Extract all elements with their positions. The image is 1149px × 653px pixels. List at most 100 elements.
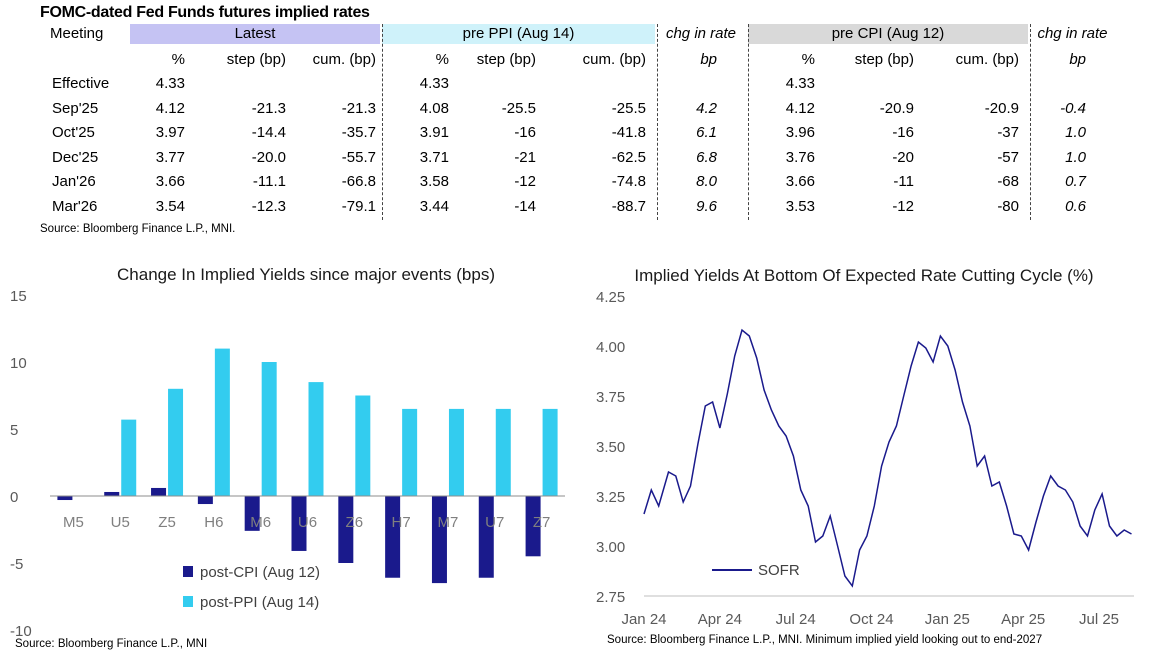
table-cell: -16	[892, 124, 914, 141]
column-header: cum. (bp)	[955, 51, 1019, 68]
table-cell: -57	[997, 148, 1019, 166]
chart-title: Change In Implied Yields since major eve…	[117, 265, 495, 284]
table-cell: 4.12	[785, 99, 815, 117]
chart-source: Source: Bloomberg Finance L.P., MNI	[15, 638, 207, 650]
x-tick-label: U6	[298, 514, 317, 531]
table-cell: -12	[892, 197, 914, 215]
y-tick-label: 4.00	[596, 339, 625, 356]
column-header: step (bp)	[854, 51, 914, 68]
table-cell: -11	[893, 173, 914, 190]
line-chart: Implied Yields At Bottom Of Expected Rat…	[596, 266, 1134, 646]
x-tick-label: Apr 25	[1001, 611, 1045, 628]
y-tick-label: 15	[10, 288, 27, 305]
table-cell: 3.44	[419, 197, 449, 215]
column-header: step (bp)	[476, 51, 536, 68]
x-tick-label: U5	[111, 514, 130, 531]
table-cell: 0.6	[1065, 197, 1086, 215]
table-cell: -14.4	[251, 124, 286, 141]
table-cell: -55.7	[341, 148, 376, 166]
column-divider	[382, 24, 383, 220]
table-cell: 3.76	[785, 148, 815, 166]
chart-source: Source: Bloomberg Finance L.P., MNI. Min…	[607, 634, 1042, 646]
x-tick-label: Z6	[346, 514, 364, 531]
bar-post-PPI	[542, 408, 558, 496]
table-cell: -80	[997, 197, 1019, 215]
table-cell: -35.7	[341, 124, 376, 141]
bar-post-CPI	[478, 496, 494, 578]
table-cell: -20.0	[251, 148, 286, 166]
table-cell: 6.8	[696, 148, 717, 166]
table-cell	[929, 74, 1019, 94]
table-cell: -20.9	[879, 99, 914, 117]
bar-post-PPI	[355, 395, 371, 496]
table-cell: 4.12	[155, 99, 185, 117]
y-tick-label: 10	[10, 355, 27, 372]
table-cell: 8.0	[696, 173, 717, 190]
table-cell: -68	[997, 173, 1019, 190]
y-tick-label: 3.25	[596, 489, 625, 506]
column-header: bp	[1069, 51, 1086, 68]
table-cell	[196, 74, 286, 94]
row-meeting: Oct'25	[52, 124, 95, 141]
table-cell	[824, 74, 914, 94]
y-tick-label: 3.50	[596, 439, 625, 456]
table-cell: -21.3	[251, 99, 286, 117]
table-cell: 4.2	[696, 99, 717, 117]
x-tick-label: M7	[438, 514, 459, 531]
y-tick-label: 3.75	[596, 389, 625, 406]
y-tick-label: -5	[10, 556, 23, 573]
bar-post-PPI	[448, 408, 464, 496]
table-cell: 4.33	[419, 75, 449, 92]
y-tick-label: -10	[10, 623, 32, 640]
column-header: %	[801, 51, 815, 68]
table-cell: 3.97	[155, 124, 185, 141]
bar-post-PPI	[308, 382, 324, 496]
y-tick-label: 3.00	[596, 539, 625, 556]
legend-swatch	[183, 566, 193, 577]
chart-title: Implied Yields At Bottom Of Expected Rat…	[634, 266, 1093, 285]
legend-label: post-PPI (Aug 14)	[200, 594, 319, 611]
column-header: %	[435, 51, 449, 68]
row-meeting: Jan'26	[52, 173, 96, 190]
table-cell: -20.9	[984, 99, 1019, 117]
table-cell: -74.8	[611, 173, 646, 190]
group-header: chg in rate	[1030, 24, 1115, 44]
y-tick-label: 4.25	[596, 289, 625, 306]
table-cell: 3.71	[419, 148, 449, 166]
bar-post-CPI	[338, 496, 354, 563]
table-cell: 3.66	[155, 173, 185, 190]
group-header: pre CPI (Aug 12)	[748, 24, 1028, 44]
table-cell: 3.77	[155, 148, 185, 166]
bar-post-CPI	[104, 491, 120, 496]
bar-post-PPI	[402, 408, 418, 496]
table-cell: -88.7	[611, 197, 646, 215]
column-header: step (bp)	[226, 51, 286, 68]
x-tick-label: Z5	[158, 514, 176, 531]
legend-swatch	[183, 596, 193, 607]
table-cell: -16	[514, 124, 536, 141]
column-divider	[1030, 24, 1031, 220]
x-tick-label: Oct 24	[849, 611, 893, 628]
bar-post-CPI	[291, 496, 307, 551]
x-tick-label: H6	[204, 514, 223, 531]
column-header: %	[171, 51, 185, 68]
x-tick-label: Jul 24	[776, 611, 816, 628]
x-tick-label: M5	[63, 514, 84, 531]
y-tick-label: 5	[10, 422, 18, 439]
table-cell: -11.1	[252, 173, 286, 190]
bar-post-PPI	[261, 362, 277, 496]
column-header: cum. (bp)	[582, 51, 646, 68]
legend-label: post-CPI (Aug 12)	[200, 564, 320, 581]
x-tick-label: Apr 24	[698, 611, 742, 628]
bar-post-CPI	[197, 496, 213, 505]
row-meeting: Effective	[52, 75, 110, 92]
bar-post-PPI	[214, 348, 230, 496]
table-cell: 3.91	[419, 124, 449, 141]
table-cell	[556, 74, 646, 94]
table-cell: 4.33	[785, 75, 815, 92]
table-cell	[456, 74, 536, 94]
bar-post-CPI	[57, 496, 73, 501]
table-cell: 3.58	[419, 173, 449, 190]
column-divider	[748, 24, 749, 220]
bar-post-CPI	[385, 496, 401, 578]
